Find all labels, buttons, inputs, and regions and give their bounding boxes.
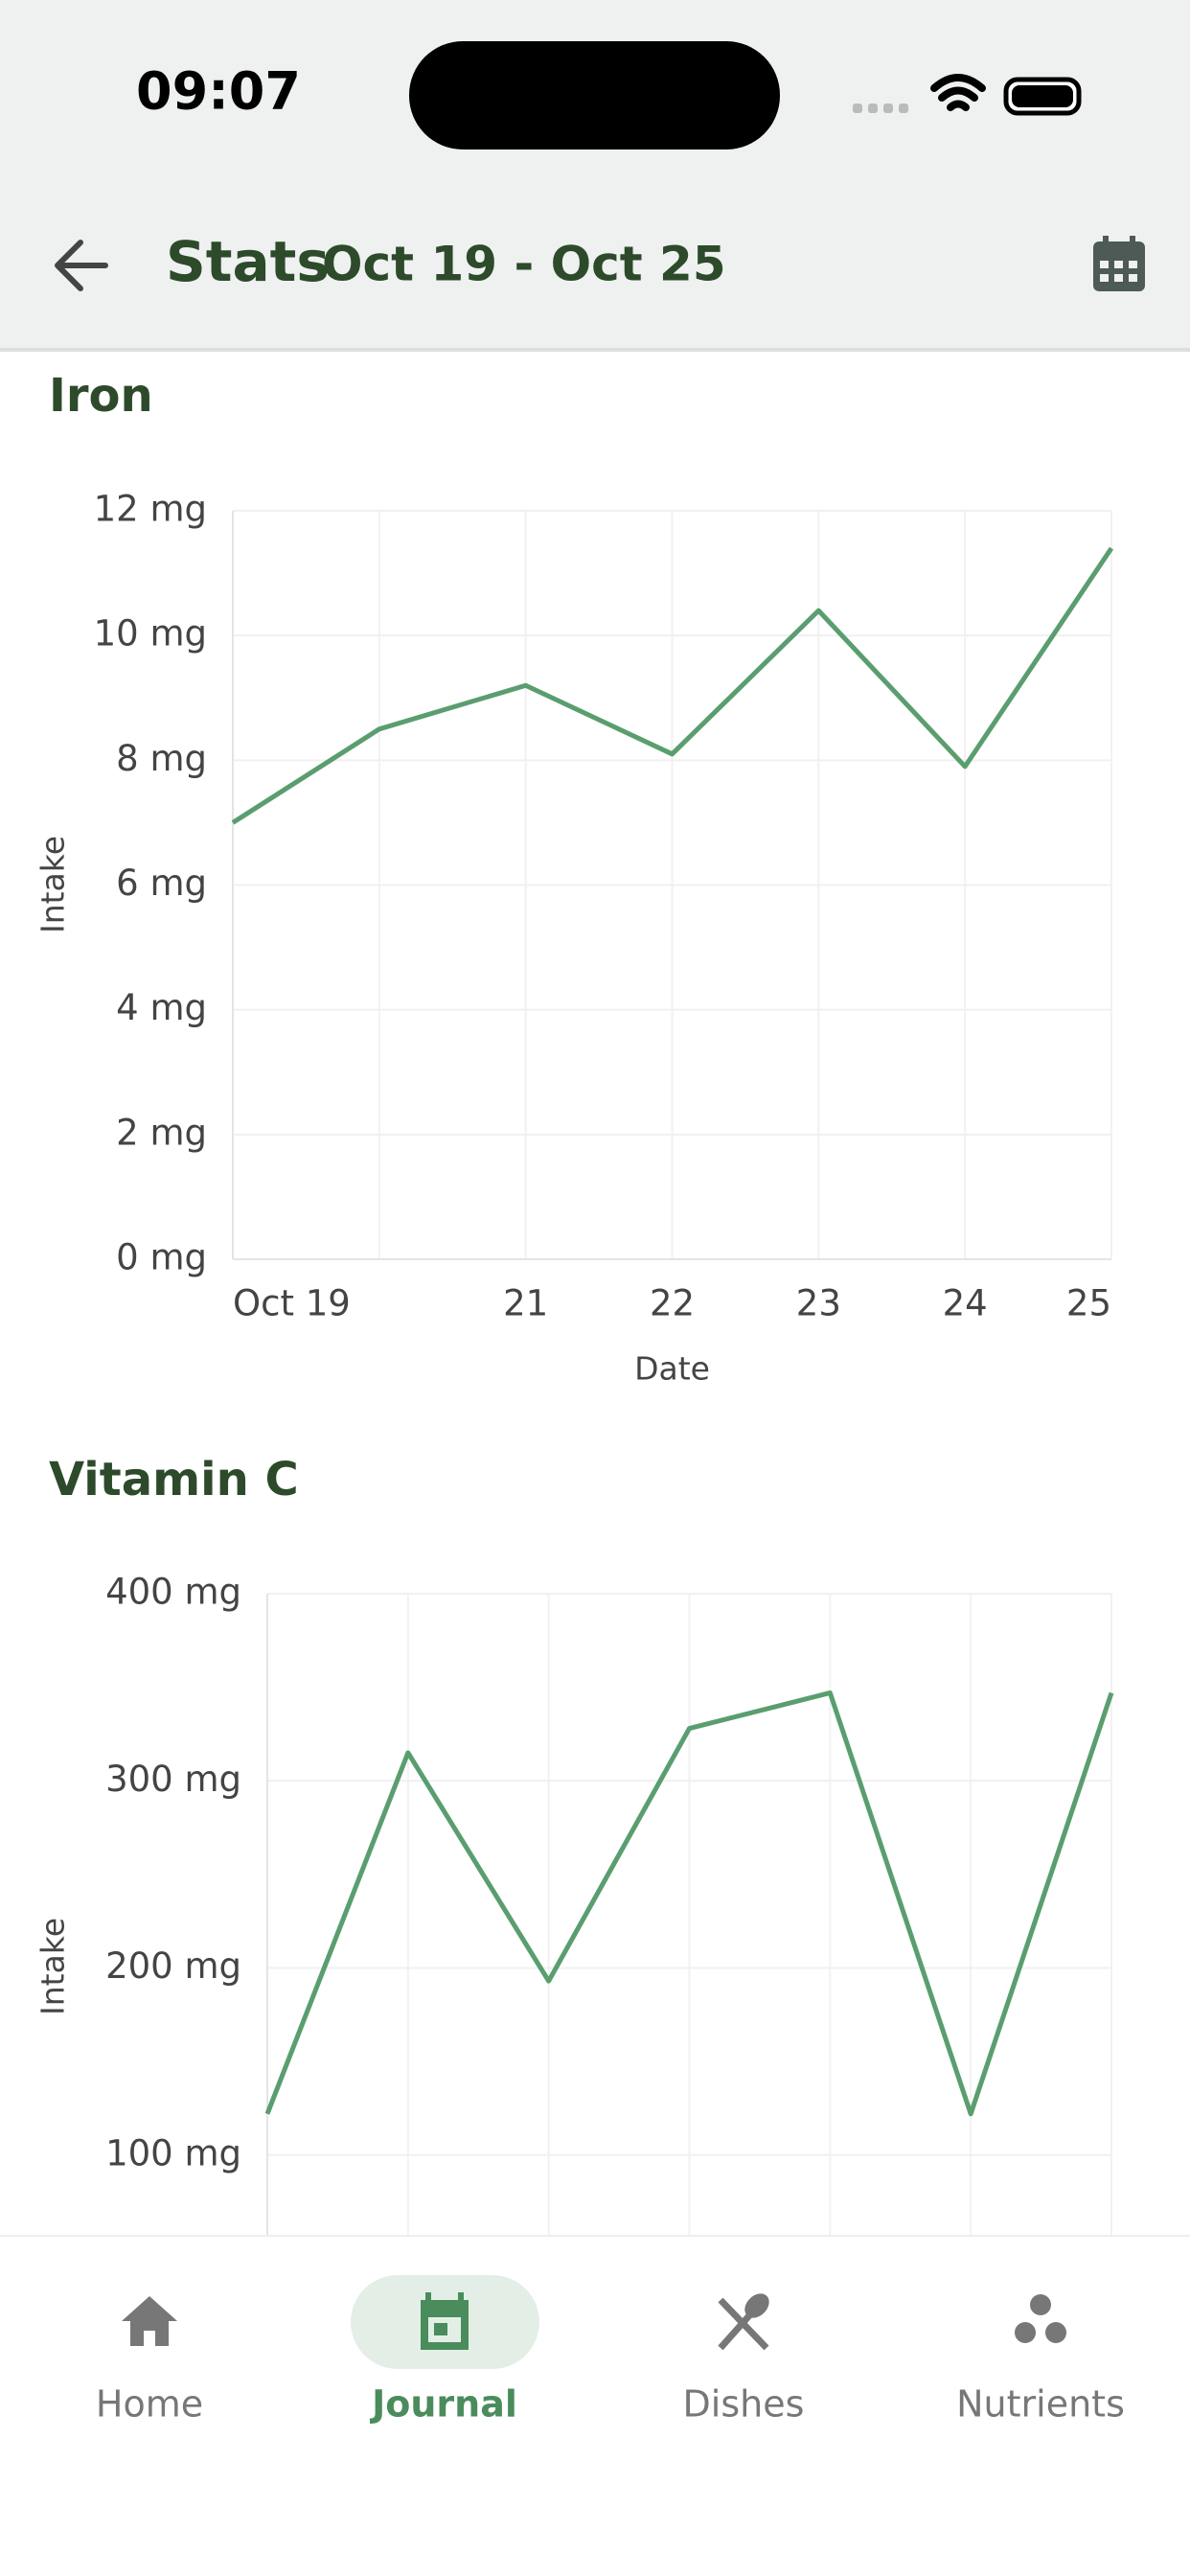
header-date-range[interactable]: Oct 19 - Oct 25 [322,237,726,292]
back-button[interactable] [55,240,108,291]
x-tick-label: 25 [1066,1283,1111,1324]
y-tick-label: 6 mg [116,862,207,904]
journal-icon[interactable] [421,2292,469,2350]
x-tick-label: 22 [650,1283,695,1324]
nav-label[interactable]: Dishes [683,2383,805,2426]
chart-title: Iron [49,369,153,423]
home-icon[interactable] [122,2296,177,2346]
x-tick-label: 23 [796,1283,841,1324]
y-tick-label: 0 mg [116,1237,207,1278]
wifi-icon [930,74,986,111]
x-tick-label: Oct 19 [233,1283,351,1324]
y-tick-label: 2 mg [116,1112,207,1153]
data-line [231,546,1114,825]
x-tick-label: 21 [503,1283,548,1324]
battery-level [1012,85,1073,107]
header-shadow [0,348,1190,352]
active-tab-pill [351,2275,539,2369]
nav-bg [0,2236,1190,2576]
chart-title: Vitamin C [49,1453,299,1506]
y-tick-label: 400 mg [105,1572,241,1613]
y-axis-title: Intake [34,1918,72,2015]
signal [853,104,908,113]
nav-label[interactable]: Nutrients [956,2383,1125,2426]
y-tick-label: 8 mg [116,738,207,779]
nutrients-icon[interactable] [1015,2294,1066,2343]
y-axis-title: Intake [34,836,72,933]
data-line [264,1690,1114,2117]
nav-label[interactable]: Home [96,2383,203,2426]
y-tick-label: 300 mg [105,1759,241,1800]
x-axis-title: Date [634,1350,710,1388]
status-time: 09:07 [136,61,301,122]
calendar-button[interactable] [1093,236,1145,291]
y-tick-label: 4 mg [116,987,207,1028]
y-tick-label: 12 mg [94,489,207,530]
y-tick-label: 200 mg [105,1945,241,1987]
y-tick-label: 100 mg [105,2132,241,2174]
dishes-icon[interactable] [718,2289,773,2351]
nav-label[interactable]: Journal [369,2383,517,2426]
charts: Iron 0 mg 2 mg 4 mg 6 mg 8 mg 10 mg 12 mg Oct 19… [34,369,1114,2343]
x-tick-label: 24 [943,1283,988,1324]
y-tick-label: 10 mg [94,613,207,655]
dynamic-island [409,41,780,150]
header-title: Stats [166,229,330,294]
